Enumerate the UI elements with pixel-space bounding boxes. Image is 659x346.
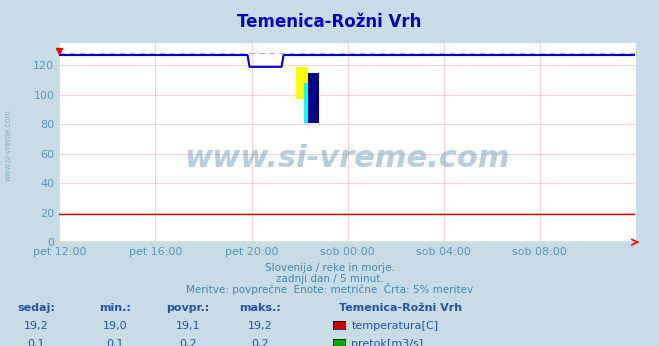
Text: temperatura[C]: temperatura[C] — [351, 321, 438, 331]
Text: Slovenija / reke in morje.: Slovenija / reke in morje. — [264, 263, 395, 273]
Bar — [308, 73, 319, 123]
Text: maks.:: maks.: — [239, 303, 281, 313]
Text: 19,2: 19,2 — [24, 321, 49, 331]
Text: www.si-vreme.com: www.si-vreme.com — [3, 109, 13, 181]
Bar — [296, 67, 308, 99]
Text: 19,2: 19,2 — [248, 321, 273, 331]
Text: sedaj:: sedaj: — [17, 303, 55, 313]
Text: www.si-vreme.com: www.si-vreme.com — [185, 144, 511, 173]
Text: min.:: min.: — [100, 303, 131, 313]
Text: zadnji dan / 5 minut.: zadnji dan / 5 minut. — [275, 274, 384, 283]
Text: 0,1: 0,1 — [107, 339, 124, 346]
Text: pretok[m3/s]: pretok[m3/s] — [351, 339, 423, 346]
Text: 0,2: 0,2 — [179, 339, 196, 346]
Text: povpr.:: povpr.: — [166, 303, 210, 313]
Text: 19,0: 19,0 — [103, 321, 128, 331]
Text: 0,1: 0,1 — [28, 339, 45, 346]
Text: Temenica-Rožni Vrh: Temenica-Rožni Vrh — [339, 303, 463, 313]
Text: 0,2: 0,2 — [252, 339, 269, 346]
Text: Temenica-Rožni Vrh: Temenica-Rožni Vrh — [237, 13, 422, 31]
Text: Meritve: povprečne  Enote: metrične  Črta: 5% meritev: Meritve: povprečne Enote: metrične Črta:… — [186, 283, 473, 295]
Text: 19,1: 19,1 — [175, 321, 200, 331]
Bar — [304, 83, 315, 123]
